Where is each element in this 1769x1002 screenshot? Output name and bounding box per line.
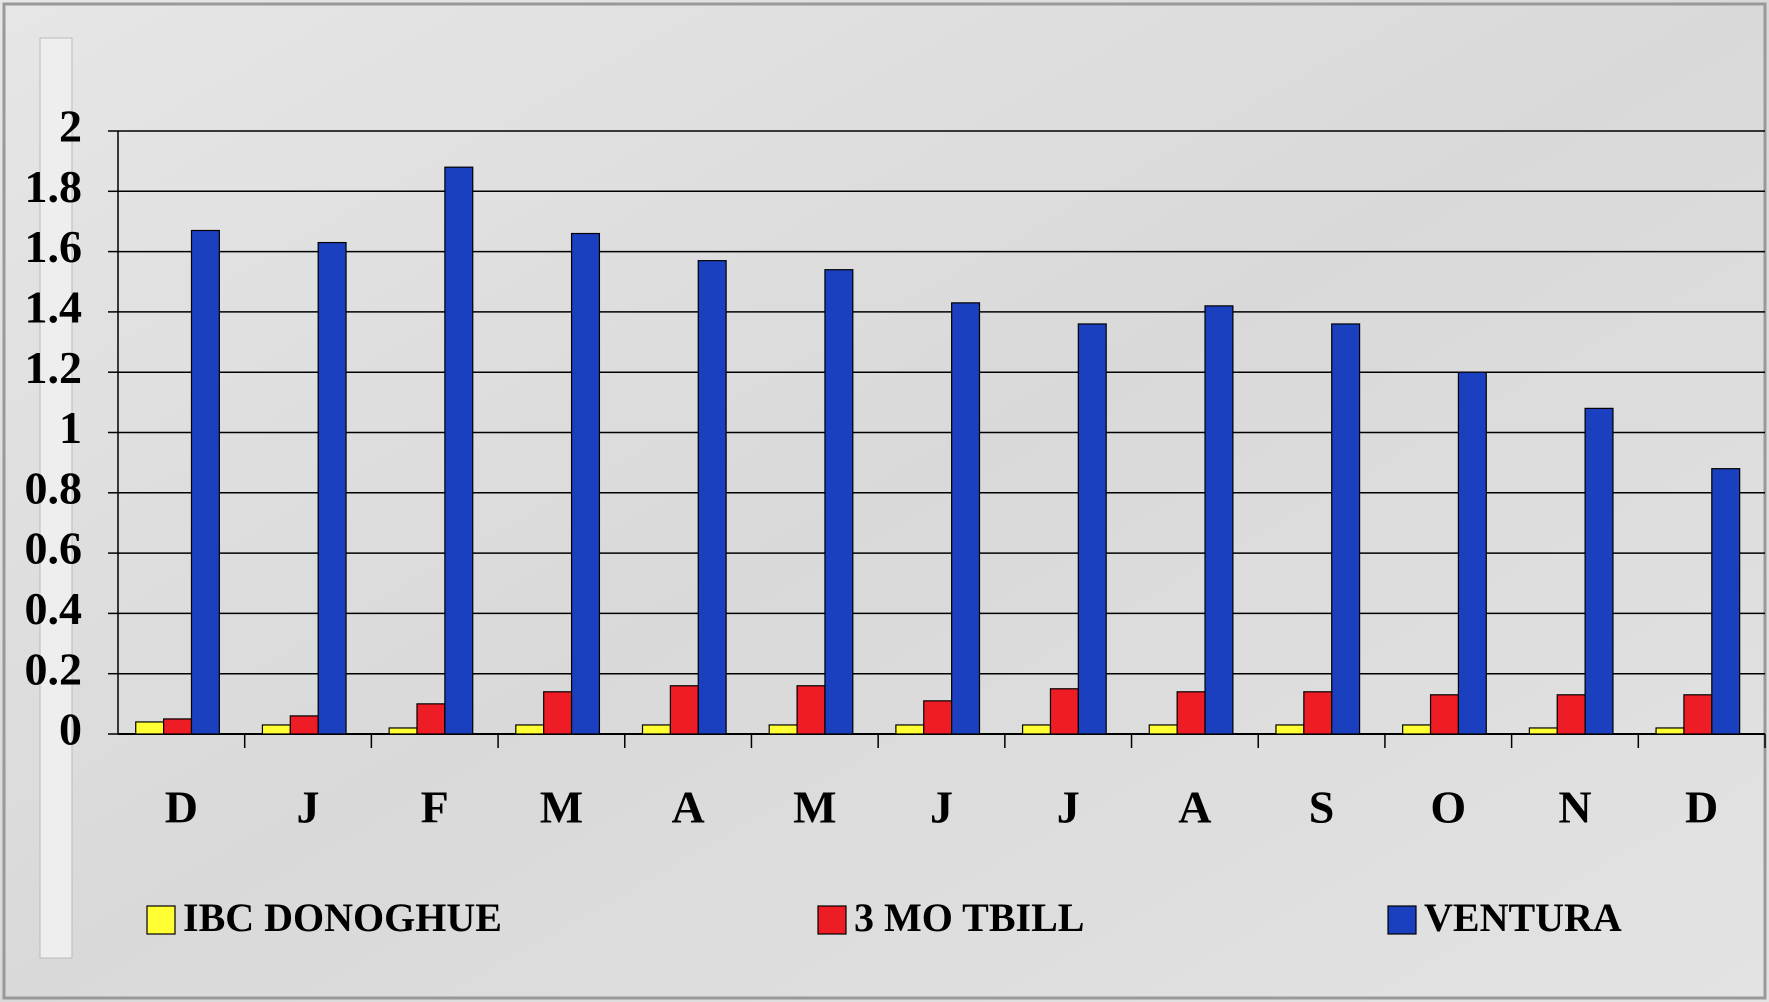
legend-label: IBC DONOGHUE	[183, 895, 502, 940]
bar	[697, 260, 727, 735]
y-tick-label: 1.8	[25, 161, 83, 212]
bar	[388, 727, 418, 735]
bar	[1584, 407, 1614, 735]
y-tick-label: 0.6	[25, 523, 83, 574]
bar	[796, 685, 826, 735]
bar	[444, 166, 474, 735]
bar	[1429, 694, 1460, 735]
bar	[416, 703, 446, 735]
x-tick-label: M	[540, 782, 583, 833]
x-tick-label: N	[1558, 782, 1591, 833]
bar	[895, 724, 925, 735]
legend-label: VENTURA	[1424, 895, 1622, 940]
bar	[1655, 727, 1685, 735]
bar	[1021, 724, 1052, 735]
x-tick-label: J	[297, 782, 320, 833]
legend-swatch	[1387, 905, 1417, 935]
bar	[261, 724, 291, 735]
x-tick-label: D	[1685, 782, 1718, 833]
y-tick-label: 1.2	[25, 342, 83, 393]
y-tick-label: 1.4	[25, 281, 83, 332]
bar	[1204, 305, 1234, 735]
y-tick-label: 0.8	[25, 462, 83, 513]
y-tick-label: 1	[59, 402, 82, 453]
bar	[669, 685, 699, 735]
y-tick-label: 1.6	[25, 221, 83, 272]
bar	[317, 241, 347, 735]
x-tick-label: A	[671, 782, 704, 833]
x-tick-label: J	[930, 782, 953, 833]
y-tick-label: 0.2	[25, 643, 83, 694]
x-tick-label: F	[421, 782, 449, 833]
bar	[1457, 371, 1487, 735]
bar	[1303, 691, 1333, 735]
bar	[1528, 727, 1558, 735]
legend-swatch	[146, 905, 176, 935]
bar	[515, 724, 545, 735]
legend-swatch	[817, 905, 847, 935]
x-tick-label: A	[1178, 782, 1211, 833]
x-tick-label: J	[1057, 782, 1080, 833]
x-tick-label: S	[1309, 782, 1335, 833]
bar	[641, 724, 671, 735]
bar	[570, 232, 601, 735]
bar	[1049, 688, 1079, 735]
bar	[768, 724, 798, 735]
bar	[923, 700, 953, 735]
x-tick-label: O	[1430, 782, 1466, 833]
bar	[163, 718, 193, 735]
bar	[1711, 468, 1741, 735]
side-strip	[39, 37, 73, 959]
bar	[1148, 724, 1178, 735]
x-tick-label: M	[793, 782, 836, 833]
bar	[1077, 323, 1107, 735]
bar	[1275, 724, 1305, 735]
y-tick-label: 0.4	[25, 583, 83, 634]
bar	[1331, 323, 1361, 735]
bar	[543, 691, 573, 735]
bar	[289, 715, 319, 735]
bar	[135, 721, 165, 735]
bar	[190, 229, 220, 735]
bar	[1176, 691, 1206, 735]
bar	[1402, 724, 1432, 735]
legend-label: 3 MO TBILL	[854, 895, 1084, 940]
bar	[824, 269, 854, 735]
y-tick-label: 0	[59, 704, 82, 755]
y-tick-label: 2	[59, 101, 82, 152]
bar	[951, 302, 981, 735]
bar	[1683, 694, 1713, 735]
bar	[1556, 694, 1586, 735]
x-tick-label: D	[165, 782, 198, 833]
